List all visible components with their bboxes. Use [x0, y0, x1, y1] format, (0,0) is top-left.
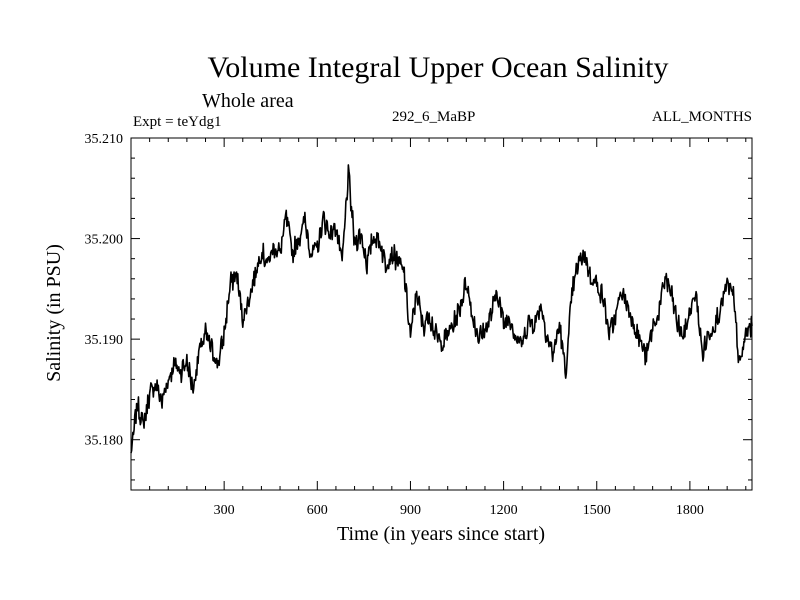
x-tick-label: 900 [400, 503, 421, 518]
y-tick-label: 35.190 [85, 333, 124, 348]
x-tick-label: 1800 [676, 503, 704, 518]
center-label: 292_6_MaBP [392, 109, 476, 125]
y-axis-label: Salinity (in PSU) [43, 244, 65, 382]
y-tick-label: 35.180 [85, 434, 124, 449]
chart-subtitle: Whole area [202, 90, 294, 112]
x-tick-label: 300 [214, 503, 235, 518]
salinity-series-line [130, 164, 753, 454]
chart-title: Volume Integral Upper Ocean Salinity [207, 51, 669, 84]
experiment-label: Expt = teYdg1 [133, 114, 222, 130]
x-tick-label: 600 [307, 503, 328, 518]
right-label: ALL_MONTHS [652, 109, 752, 125]
y-tick-label: 35.210 [85, 132, 124, 147]
x-tick-label: 1500 [583, 503, 611, 518]
plot-frame [130, 137, 753, 491]
x-axis-label: Time (in years since start) [337, 523, 545, 545]
x-tick-label: 1200 [490, 503, 518, 518]
y-tick-label: 35.200 [85, 233, 124, 248]
